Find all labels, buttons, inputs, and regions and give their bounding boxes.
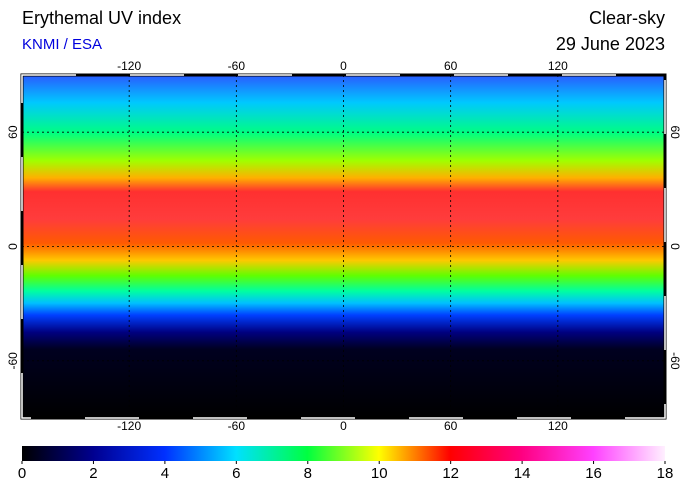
- lat-label-right: 60: [668, 125, 682, 139]
- lat-label-right: -60: [668, 352, 682, 370]
- colorbar-label: 4: [161, 465, 169, 482]
- colorbar-label: 16: [585, 465, 602, 482]
- colorbar-label: 10: [371, 465, 388, 482]
- title: Erythemal UV index: [22, 8, 181, 28]
- colorbar-label: 14: [514, 465, 531, 482]
- colorbar-label: 12: [442, 465, 459, 482]
- colorbar-label: 6: [232, 465, 240, 482]
- lon-label-top: 0: [340, 59, 347, 73]
- lat-label-right: 0: [668, 243, 682, 250]
- lon-label-top: -60: [228, 59, 246, 73]
- colorbar-label: 2: [89, 465, 97, 482]
- lon-label-top: 120: [548, 59, 568, 73]
- map-frame-dash: [21, 74, 666, 419]
- colorbar: [22, 446, 665, 461]
- colorbar-label: 18: [657, 465, 674, 482]
- lat-label-left: 60: [6, 125, 20, 139]
- lon-label-bottom: -120: [117, 419, 141, 433]
- lon-label-bottom: 0: [340, 419, 347, 433]
- lat-label-left: -60: [6, 352, 20, 370]
- date: 29 June 2023: [556, 34, 665, 54]
- lon-label-bottom: -60: [228, 419, 246, 433]
- condition: Clear-sky: [589, 8, 665, 28]
- lon-label-top: -120: [117, 59, 141, 73]
- lon-label-bottom: 60: [444, 419, 458, 433]
- colorbar-label: 8: [304, 465, 312, 482]
- annotations: -120 -120 -60 -60 0 0 60 60 120 120 60 60 0 0 -60 -60 0 2…: [6, 59, 682, 482]
- colorbar-label: 0: [18, 465, 26, 482]
- lon-label-top: 60: [444, 59, 458, 73]
- source: KNMI / ESA: [22, 36, 102, 53]
- lat-label-left: 0: [6, 243, 20, 250]
- lon-label-bottom: 120: [548, 419, 568, 433]
